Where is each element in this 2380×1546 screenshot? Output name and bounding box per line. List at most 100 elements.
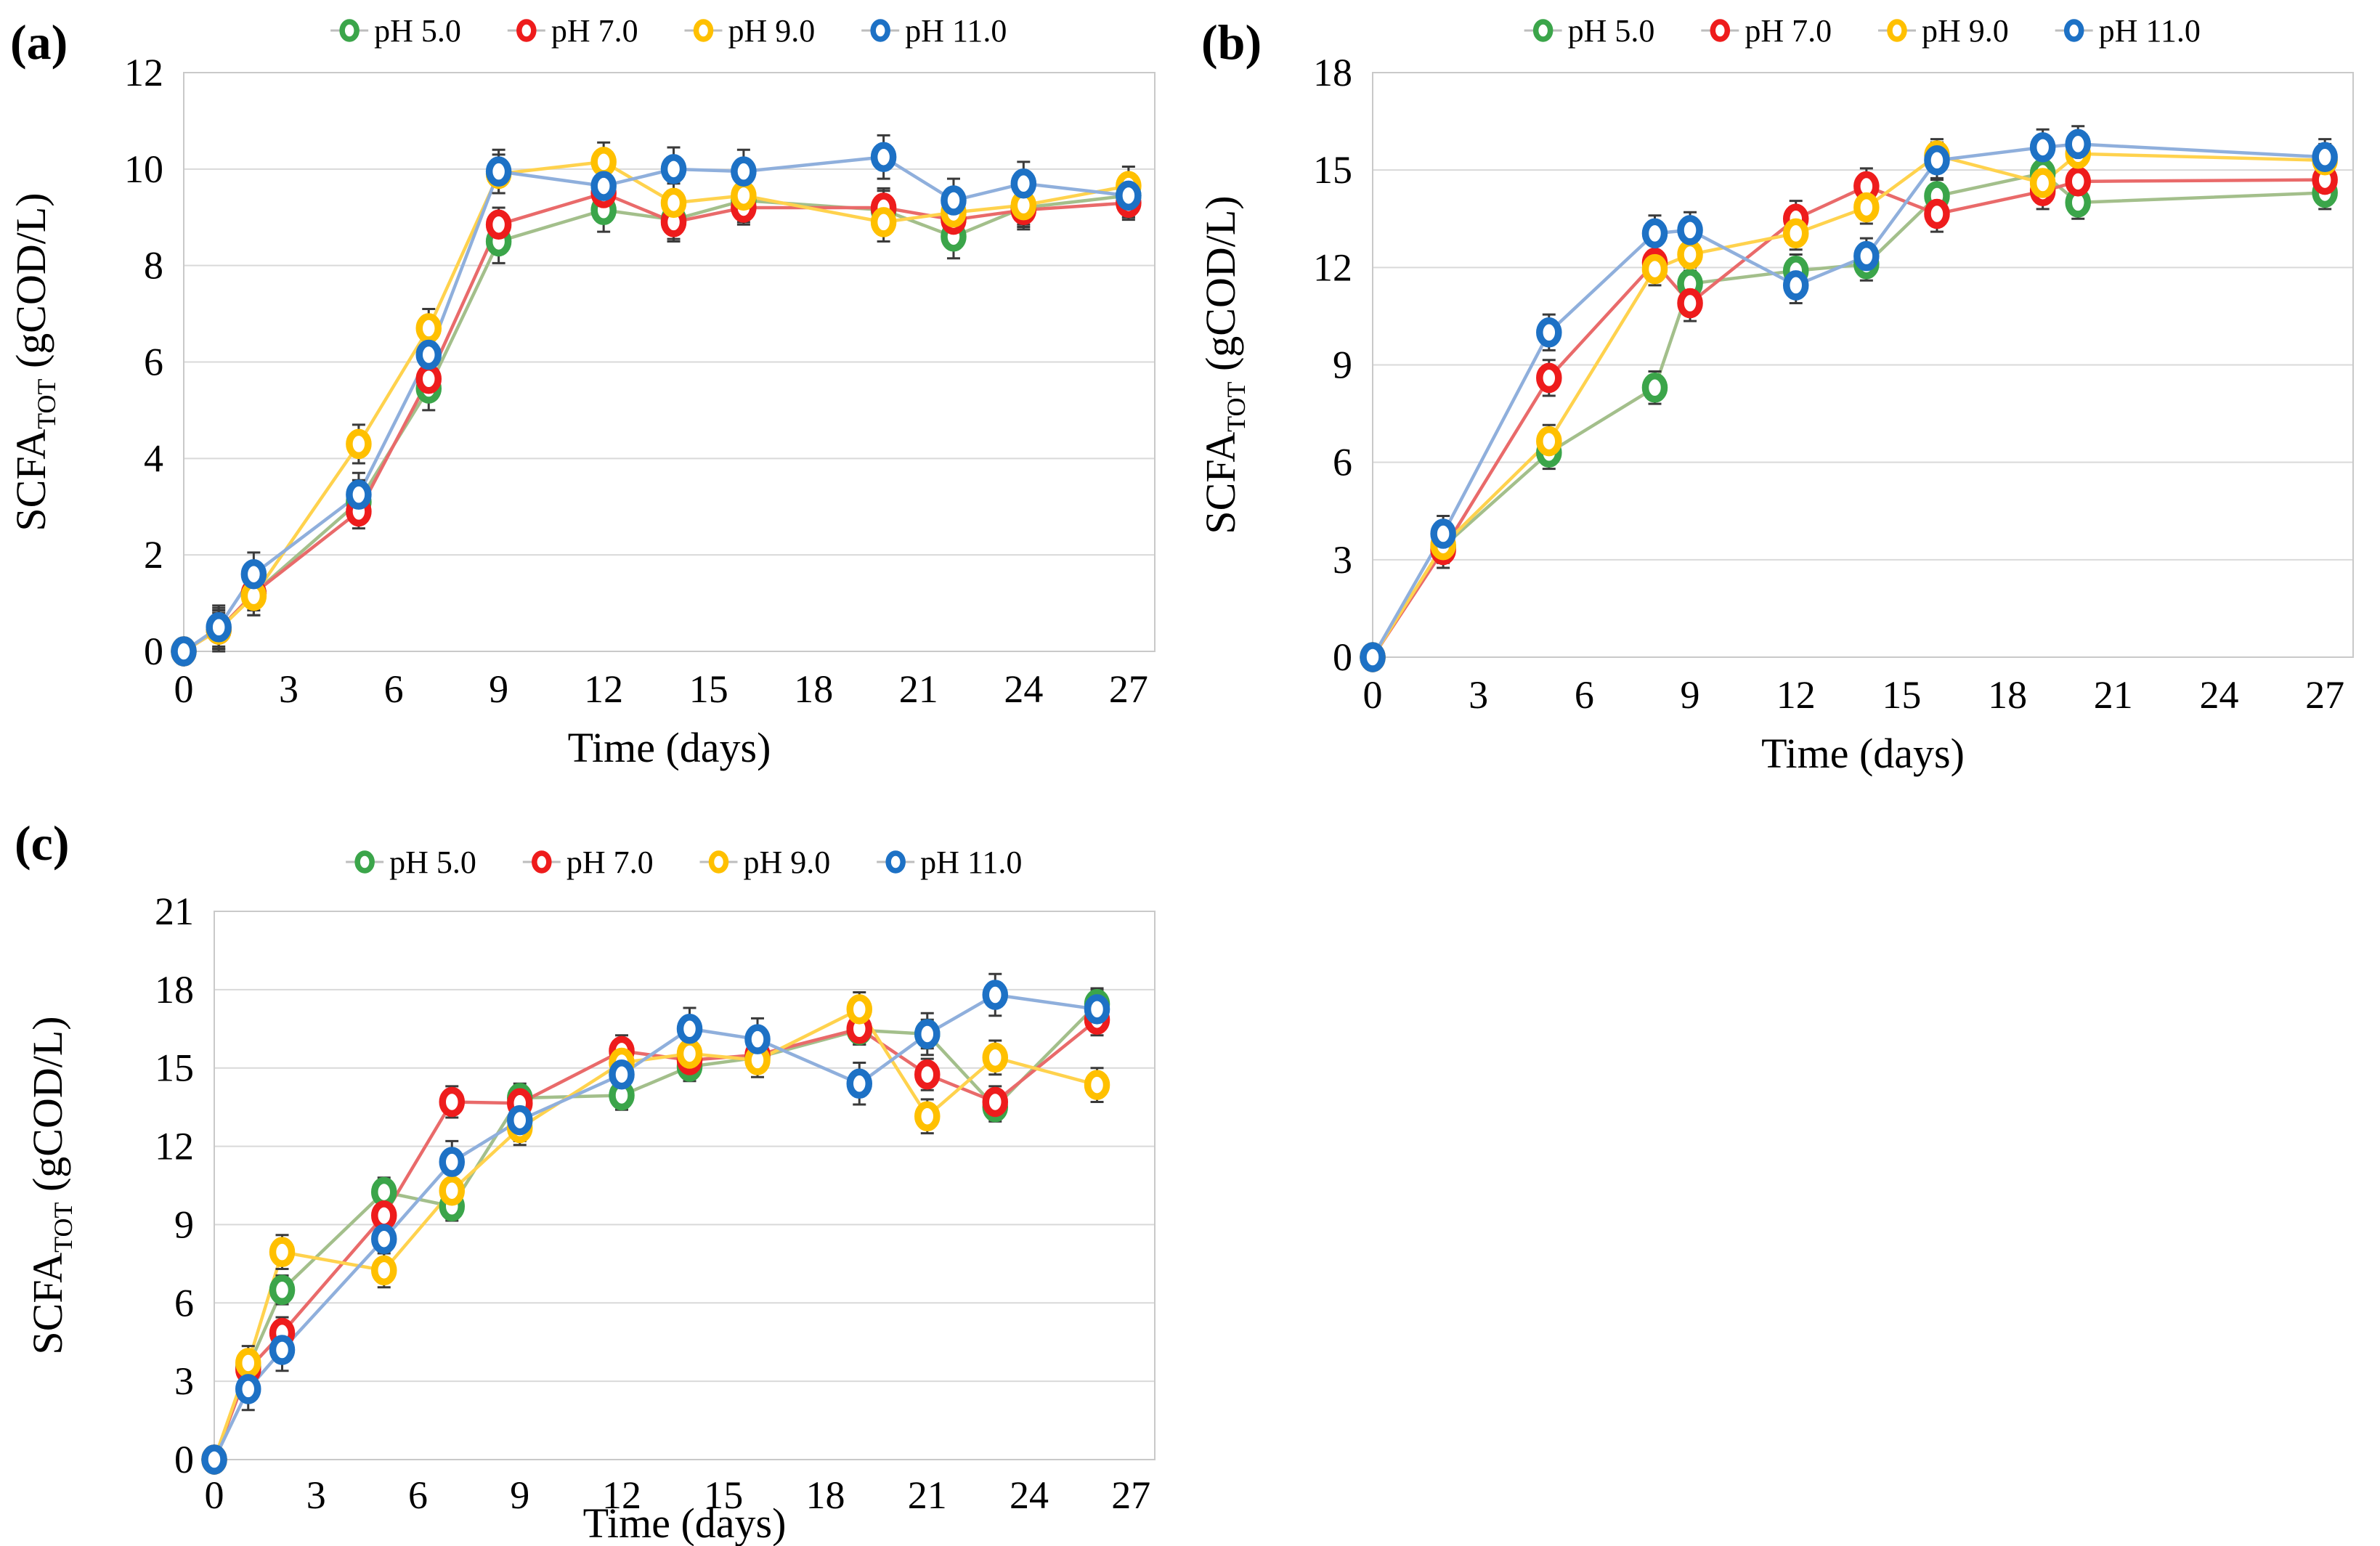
chart-b: 0 3 6 9 12 15 18 0 3 6 9 12 15 18 21 24 27 Time (days) SCF…	[1197, 13, 2354, 777]
series-markers-ph-11-0	[171, 142, 1142, 667]
series-line-ph-11-0	[1371, 142, 2326, 659]
x-tick-label: 27	[1109, 667, 1148, 711]
data-point	[982, 980, 1009, 1010]
series-line-ph-5-0	[1371, 171, 2326, 659]
legend-label: pH 9.0	[1922, 13, 2009, 49]
series-line-ph-9-0	[1371, 152, 2326, 659]
y-tick-label: 12	[1313, 245, 1352, 289]
legend-label: pH 9.0	[728, 13, 816, 49]
x-tick-label: 0	[174, 667, 194, 711]
x-tick-label: 18	[1988, 673, 2027, 717]
data-point	[846, 994, 873, 1025]
data-point	[676, 1038, 703, 1069]
x-tick-label: 27	[2305, 673, 2344, 717]
data-point	[1641, 218, 1668, 249]
data-point	[269, 1274, 296, 1306]
legend-item-ph-7-0: pH 7.0	[1701, 13, 1832, 49]
legend-item-ph-7-0: pH 7.0	[507, 13, 638, 49]
legend: pH 5.0 pH 7.0 pH 9.0 pH 11.0	[1524, 13, 2201, 49]
data-point	[1853, 192, 1880, 223]
data-point	[439, 1086, 466, 1118]
legend-marker-icon	[870, 19, 890, 42]
data-point	[2065, 166, 2091, 197]
plot-border	[1372, 72, 2354, 658]
legend-item-ph-9-0: pH 9.0	[699, 845, 831, 880]
data-point	[731, 180, 757, 211]
y-axis-tick-labels: 0 3 6 9 12 15 18	[1313, 51, 1352, 679]
x-tick-label: 6	[408, 1473, 428, 1517]
y-tick-label: 12	[155, 1125, 194, 1168]
legend-marker-icon	[354, 850, 375, 874]
series-markers-ph-7-0	[1360, 164, 2338, 672]
x-axis-title: Time (days)	[583, 1500, 787, 1546]
x-tick-label: 24	[2199, 673, 2238, 717]
data-point	[1677, 288, 1703, 319]
legend-marker-icon	[1710, 19, 1731, 42]
error-bars-ph-9-0	[241, 990, 1104, 1381]
x-tick-label: 6	[384, 667, 404, 711]
panel-a: (a) 0 2 4 6 8 10 12 0 3 6 9 12 15 18 21 24 27 Time (days)…	[0, 0, 1191, 781]
x-tick-label: 21	[908, 1473, 947, 1517]
y-tick-label: 4	[144, 436, 163, 480]
data-point	[1116, 180, 1142, 211]
series-line-ph-5-0	[212, 1003, 1099, 1460]
y-tick-label: 21	[155, 890, 194, 933]
legend-label: pH 7.0	[551, 13, 638, 49]
legend-marker-icon	[516, 19, 537, 42]
data-point	[590, 147, 617, 177]
data-point	[415, 313, 442, 343]
legend-item-ph-5-0: pH 5.0	[330, 13, 461, 49]
x-tick-label: 3	[306, 1473, 326, 1517]
data-point	[235, 1348, 261, 1378]
error-bars-ph-5-0	[1437, 155, 2332, 564]
data-point	[1084, 994, 1110, 1025]
data-point	[1782, 218, 1809, 249]
x-tick-label: 21	[2094, 673, 2133, 717]
legend-label: pH 11.0	[2099, 13, 2201, 49]
panel-c-label: (c)	[15, 815, 70, 871]
data-point	[2029, 168, 2056, 198]
x-tick-label: 15	[704, 1473, 743, 1517]
legend-label: pH 9.0	[744, 845, 831, 880]
y-tick-label: 18	[155, 968, 194, 1012]
error-bars-ph-5-0	[241, 988, 1104, 1383]
y-tick-label: 2	[144, 533, 163, 577]
x-tick-label: 18	[794, 667, 833, 711]
data-point	[415, 363, 442, 394]
legend-marker-icon	[708, 850, 729, 874]
data-point	[206, 612, 232, 643]
data-point	[507, 1104, 533, 1136]
data-point	[1924, 198, 1950, 229]
data-point	[371, 1224, 397, 1254]
legend-item-ph-9-0: pH 9.0	[684, 13, 816, 49]
panel-c: (c) 0 3 6 9 12 15 18 21 0 3 6 9 12 15 18 21 24 27 Time (da…	[0, 781, 1191, 1546]
data-point	[1677, 215, 1703, 245]
y-axis-title: SCFATOT (gCOD/L)	[24, 1016, 78, 1354]
data-point	[1641, 373, 1668, 403]
x-tick-label: 6	[1575, 673, 1594, 717]
data-point	[914, 1101, 941, 1131]
data-point	[1782, 270, 1809, 301]
data-point	[941, 185, 967, 216]
series-markers-ph-7-0	[171, 178, 1142, 667]
legend-marker-icon	[339, 19, 360, 42]
data-point	[2065, 129, 2091, 160]
y-tick-label: 10	[124, 147, 163, 191]
plot-border	[183, 72, 1156, 652]
data-point	[1853, 240, 1880, 272]
legend-label: pH 7.0	[1745, 13, 1832, 49]
series-line-ph-11-0	[182, 155, 1129, 653]
legend-label: pH 11.0	[905, 13, 1007, 49]
legend-item-ph-5-0: pH 5.0	[346, 845, 476, 880]
legend-item-ph-5-0: pH 5.0	[1524, 13, 1654, 49]
data-point	[485, 209, 512, 240]
data-point	[240, 558, 267, 590]
data-point	[982, 1086, 1009, 1118]
x-axis-title: Time (days)	[1761, 730, 1965, 777]
data-point	[609, 1059, 635, 1090]
data-point	[914, 1059, 941, 1090]
series-line-ph-7-0	[182, 191, 1129, 653]
data-point	[1430, 518, 1456, 549]
legend: pH 5.0 pH 7.0 pH 9.0 pH 11.0	[330, 13, 1007, 49]
